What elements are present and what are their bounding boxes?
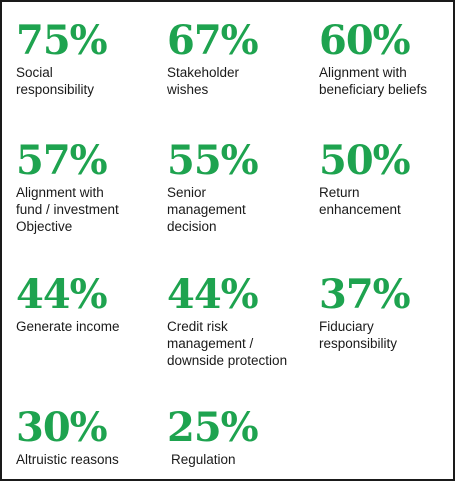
stat-item: 37% Fiduciary responsibility	[319, 275, 451, 352]
stat-item: 25% Regulation	[167, 408, 317, 468]
stat-percentage: 57%	[16, 137, 108, 184]
stat-label: Stakeholder wishes	[167, 65, 240, 97]
stat-percentage: 67%	[167, 17, 259, 64]
stat-item: 50% Return enhancement	[319, 141, 451, 218]
stat-percentage: 60%	[319, 17, 411, 64]
stat-label: Alignment with beneficiary beliefs	[319, 65, 428, 97]
stat-percentage: 75%	[16, 17, 108, 64]
stat-label: Alignment with fund / investment Objecti…	[16, 185, 119, 234]
stat-item: 30% Altruistic reasons	[16, 408, 166, 468]
stat-percentage: 30%	[16, 404, 108, 451]
stat-label: Regulation	[171, 452, 236, 467]
stat-label: Altruistic reasons	[16, 452, 119, 467]
stat-label: Return enhancement	[319, 185, 401, 217]
stat-percentage: 55%	[167, 137, 259, 184]
stat-item: 44% Generate income	[16, 275, 166, 335]
stat-item: 44% Credit risk management / downside pr…	[167, 275, 317, 369]
stat-label: Senior management decision	[167, 185, 246, 234]
stat-label: Social responsibility	[16, 65, 95, 97]
stat-label: Credit risk management / downside protec…	[167, 319, 288, 368]
stat-item: 67% Stakeholder wishes	[167, 21, 317, 98]
stat-percentage: 44%	[16, 271, 108, 318]
stat-label: Generate income	[16, 319, 120, 334]
stat-percentage: 44%	[167, 271, 259, 318]
stat-item: 60% Alignment with beneficiary beliefs	[319, 21, 451, 98]
stat-item: 55% Senior management decision	[167, 141, 317, 235]
stat-item: 57% Alignment with fund / investment Obj…	[16, 141, 166, 235]
stat-percentage: 25%	[167, 404, 259, 451]
stat-percentage: 37%	[319, 271, 411, 318]
stat-label: Fiduciary responsibility	[319, 319, 398, 351]
stat-item: 75% Social responsibility	[16, 21, 166, 98]
stat-percentage: 50%	[319, 137, 411, 184]
